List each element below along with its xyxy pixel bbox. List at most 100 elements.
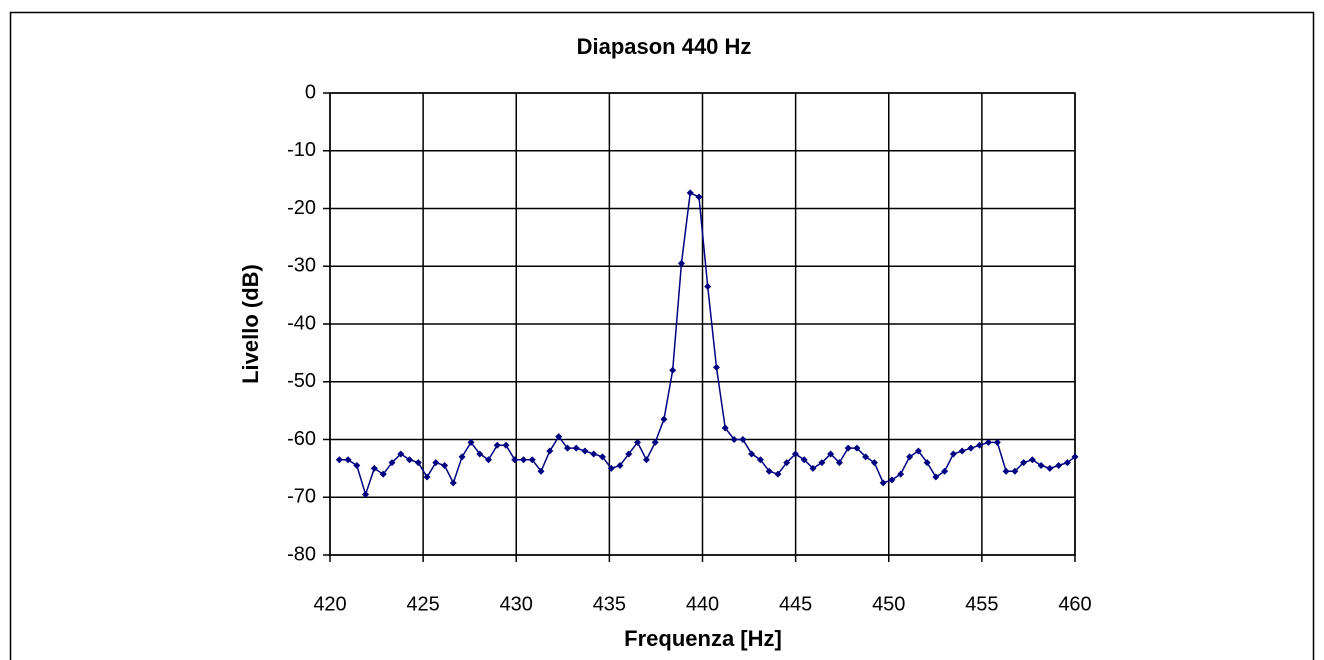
y-tick-label: -40 bbox=[287, 312, 316, 334]
y-tick-label: -80 bbox=[287, 543, 316, 565]
data-point bbox=[774, 470, 782, 478]
data-point bbox=[827, 450, 835, 458]
x-tick-label: 450 bbox=[872, 593, 905, 615]
data-point bbox=[414, 459, 422, 467]
data-point bbox=[844, 444, 852, 452]
x-tick-label: 420 bbox=[313, 593, 346, 615]
data-point bbox=[914, 447, 922, 455]
y-tick-label: -50 bbox=[287, 370, 316, 392]
data-point bbox=[581, 447, 589, 455]
data-point bbox=[388, 459, 396, 467]
data-point bbox=[730, 436, 738, 443]
data-point bbox=[906, 453, 914, 461]
data-point bbox=[520, 456, 528, 464]
y-tick-label: -30 bbox=[287, 255, 316, 277]
data-point bbox=[669, 366, 677, 374]
x-tick-label: 460 bbox=[1058, 593, 1091, 615]
data-point bbox=[642, 456, 650, 464]
data-point bbox=[423, 473, 431, 481]
data-point bbox=[712, 363, 720, 371]
data-point bbox=[572, 444, 580, 452]
data-point bbox=[976, 441, 984, 449]
data-point bbox=[923, 459, 931, 467]
chart-title: Diapason 440 Hz bbox=[577, 34, 752, 59]
data-point bbox=[791, 450, 799, 458]
data-point bbox=[862, 453, 870, 461]
y-tick-label: 0 bbox=[305, 81, 316, 103]
data-point bbox=[1037, 461, 1045, 469]
data-point bbox=[625, 450, 633, 458]
data-point bbox=[704, 282, 712, 290]
data-point bbox=[1055, 461, 1063, 469]
data-point bbox=[467, 438, 475, 446]
data-point bbox=[511, 456, 519, 464]
data-point bbox=[756, 456, 764, 464]
x-tick-label: 445 bbox=[779, 593, 812, 615]
data-point bbox=[555, 433, 563, 441]
data-point bbox=[660, 415, 668, 423]
data-point bbox=[949, 450, 957, 458]
data-point bbox=[493, 441, 501, 449]
data-point bbox=[879, 479, 887, 487]
data-point bbox=[353, 461, 361, 469]
data-point bbox=[607, 464, 615, 472]
data-point bbox=[406, 456, 414, 464]
x-tick-label: 440 bbox=[686, 593, 719, 615]
data-point bbox=[993, 438, 1001, 446]
data-point bbox=[528, 456, 536, 464]
data-point bbox=[958, 447, 966, 455]
x-tick-label: 455 bbox=[965, 593, 998, 615]
data-point bbox=[818, 459, 826, 467]
data-point bbox=[335, 456, 343, 464]
data-point bbox=[370, 464, 378, 472]
data-point bbox=[721, 424, 729, 432]
data-point bbox=[835, 459, 843, 467]
data-point bbox=[344, 456, 352, 464]
y-tick-label: -70 bbox=[287, 486, 316, 508]
x-tick-label: 430 bbox=[500, 593, 533, 615]
data-point bbox=[432, 459, 440, 467]
x-axis-label: Frequenza [Hz] bbox=[624, 626, 782, 651]
data-point bbox=[616, 461, 624, 469]
y-axis-label: Livello (dB) bbox=[238, 264, 263, 384]
data-point bbox=[397, 450, 405, 458]
data-point bbox=[476, 450, 484, 458]
data-point bbox=[633, 438, 641, 446]
data-point bbox=[1063, 459, 1071, 467]
data-point bbox=[1028, 456, 1036, 464]
data-point bbox=[739, 436, 747, 443]
data-point bbox=[1011, 467, 1019, 475]
data-point bbox=[1002, 467, 1010, 475]
data-point bbox=[1046, 464, 1054, 472]
data-point bbox=[765, 467, 773, 475]
data-point bbox=[800, 456, 808, 464]
data-point bbox=[590, 450, 598, 458]
y-tick-label: -60 bbox=[287, 428, 316, 450]
y-tick-label: -10 bbox=[287, 139, 316, 161]
x-tick-label: 425 bbox=[406, 593, 439, 615]
data-point bbox=[598, 453, 606, 461]
data-point bbox=[537, 467, 545, 475]
data-point bbox=[651, 438, 659, 446]
data-point bbox=[748, 450, 756, 458]
data-point bbox=[967, 444, 975, 452]
data-point bbox=[362, 490, 370, 498]
data-point bbox=[449, 479, 457, 487]
y-tick-label: -20 bbox=[287, 197, 316, 219]
data-point bbox=[1020, 459, 1028, 467]
data-point bbox=[941, 467, 949, 475]
data-point bbox=[686, 189, 694, 197]
data-point bbox=[809, 464, 817, 472]
data-point bbox=[484, 456, 492, 464]
data-point bbox=[984, 438, 992, 446]
data-point bbox=[870, 459, 878, 467]
data-point bbox=[502, 441, 510, 449]
data-point bbox=[546, 447, 554, 455]
data-point bbox=[888, 476, 896, 484]
data-point bbox=[379, 470, 387, 478]
data-point bbox=[458, 453, 466, 461]
data-point bbox=[441, 461, 449, 469]
data-point bbox=[897, 470, 905, 478]
data-point bbox=[853, 444, 861, 452]
